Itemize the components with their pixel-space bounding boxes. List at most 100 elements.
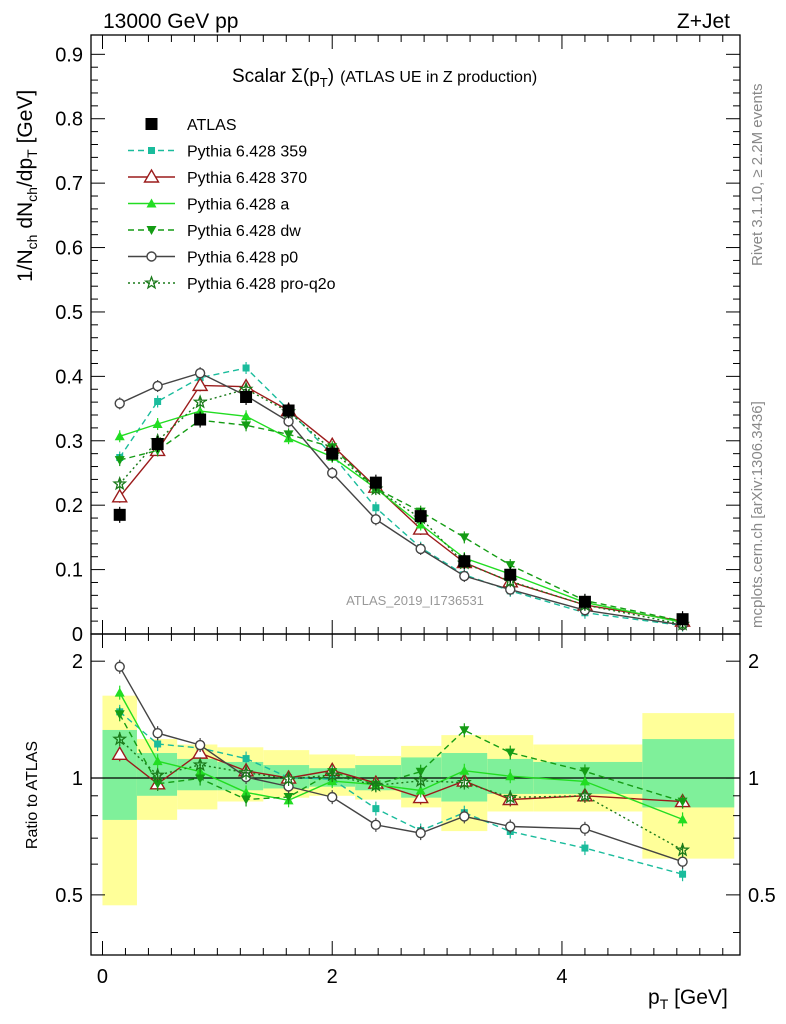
mcplots-label: mcplots.cern.ch [arXiv:1306.3436] [749,401,766,628]
ratio-point-5-6 [368,777,384,792]
legend-label-1: Pythia 6.428 370 [187,170,307,187]
series-point-3-9 [505,561,516,571]
legend-marker-3 [146,226,157,235]
series-point-2-1 [152,419,163,429]
ratio-point-2-3 [241,787,252,797]
ratio-tick-left-2: 2 [72,651,83,673]
header-left: 13000 GeV pp [103,10,238,33]
ratio-point-4-1 [152,727,163,739]
legend-item-4: Pythia 6.428 p0 [128,250,298,267]
y-axis-label: 1/Nch dNch/dpT [GeV] [14,90,40,282]
x-tick-label-2: 4 [556,966,567,988]
series-point-4-7 [415,543,426,555]
ratio-series-4 [114,659,688,869]
data-point-11 [676,613,689,626]
ratio-point-5-9 [502,789,518,804]
y-tick-label-9: 0.9 [55,44,83,66]
ratio-point-3-7 [415,767,426,777]
ratio-point-4-10 [579,823,591,834]
ratio-tick-right-2: 2 [748,651,759,673]
y-tick-label-5: 0.5 [55,302,83,324]
chart-title: Scalar Σ(pT) (ATLAS UE in Z production) [232,66,537,90]
series-point-5-0 [112,476,128,491]
series-point-5-2 [192,394,208,409]
legend-marker-4 [146,251,157,262]
legend-marker-1 [143,168,160,183]
y-tick-label-8: 0.8 [55,109,83,131]
ratio-point-0-1 [154,740,162,748]
series-point-4-5 [327,467,338,479]
ratio-point-2-1 [152,756,163,766]
x-axes: 0 2 4 [97,35,724,988]
ratio-series-5 [112,731,691,858]
x-tick-label-1: 2 [327,966,338,988]
series-point-0-6 [372,504,380,512]
main-axes: 0 0.1 0.2 0.3 0.4 0.5 0.6 0.7 0.8 0.9 [55,44,740,646]
ratio-point-4-8 [459,811,470,822]
series-point-4-2 [194,367,206,379]
data-point-10 [578,595,591,608]
legend-marker-5 [144,275,159,290]
ratio-point-0-6 [372,805,380,813]
x-axis-label: pT [GeV] [648,986,728,1012]
ratio-point-5-3 [238,764,254,779]
ratio-point-3-1 [152,779,163,789]
series-point-3-4 [283,430,294,440]
legend-item-0: Pythia 6.428 359 [128,144,307,161]
ratio-point-3-9 [505,748,516,758]
ratio-point-4-11 [677,856,688,867]
series-point-1-2 [191,376,209,392]
band-inner-11 [642,739,735,808]
ratio-point-4-5 [327,791,338,803]
ratio-line-4 [119,666,683,863]
legend-label-5: Pythia 6.428 pro-q2o [187,276,336,293]
y-tick-label-6: 0.6 [55,238,83,260]
series-point-4-8 [459,570,470,582]
ratio-point-5-10 [577,787,593,803]
legend-marker-2 [146,198,157,208]
series-point-2-0 [114,431,125,441]
legend: ATLAS Pythia 6.428 359 Pythia 6.428 370 Pyt… [128,117,336,293]
ratio-line-3 [119,713,683,803]
series-point-3-0 [114,456,125,466]
ratio-point-5-2 [192,757,208,772]
data-point-7 [414,510,427,523]
y-tick-label-3: 0.3 [55,431,83,453]
ratio-tick-right-1: 1 [748,768,759,790]
series-point-3-8 [459,533,470,543]
series-line-3 [119,419,683,622]
ratio-point-2-0 [114,687,125,697]
ratio-point-4-6 [370,819,382,831]
data-point-4 [282,404,295,417]
x-tick-label-0: 0 [97,966,108,988]
ratio-tick-right-0: 0.5 [748,885,776,907]
ratio-tick-left-1: 1 [72,768,83,790]
data-point-3 [240,390,253,403]
ratio-point-4-2 [194,739,206,751]
data-point-8 [458,555,471,568]
y-tick-label-0: 0 [72,624,83,646]
data-point-2 [194,413,207,426]
ratio-point-3-0 [114,710,125,720]
series-point-0-3 [242,364,250,372]
legend-marker-0 [148,147,155,154]
ratio-line-5 [119,738,683,851]
ratio-plot: 0 2 4 0.5 0.5 1 1 2 2 [55,35,776,988]
legend-label-2: Pythia 6.428 a [187,197,289,214]
ratio-point-2-11 [677,814,688,824]
ratio-point-5-7 [413,772,429,788]
legend-label-4: Pythia 6.428 p0 [187,250,298,267]
data-point-0 [113,508,126,521]
ratio-point-4-0 [114,661,125,672]
y-tick-label-4: 0.4 [55,366,83,388]
analysis-id: ATLAS_2019_I1736531 [346,593,484,608]
ratio-point-3-8 [459,726,470,736]
ratio-y-axis-label: Ratio to ATLAS [24,741,41,849]
main-plot: 0 0.1 0.2 0.3 0.4 0.5 0.6 0.7 0.8 0.9 [55,34,741,646]
series-0 [116,361,687,632]
ratio-point-3-10 [579,767,590,777]
ratio-point-5-11 [675,842,691,857]
ratio-point-2-7 [415,785,426,795]
ratio-tick-left-0: 0.5 [55,885,83,907]
